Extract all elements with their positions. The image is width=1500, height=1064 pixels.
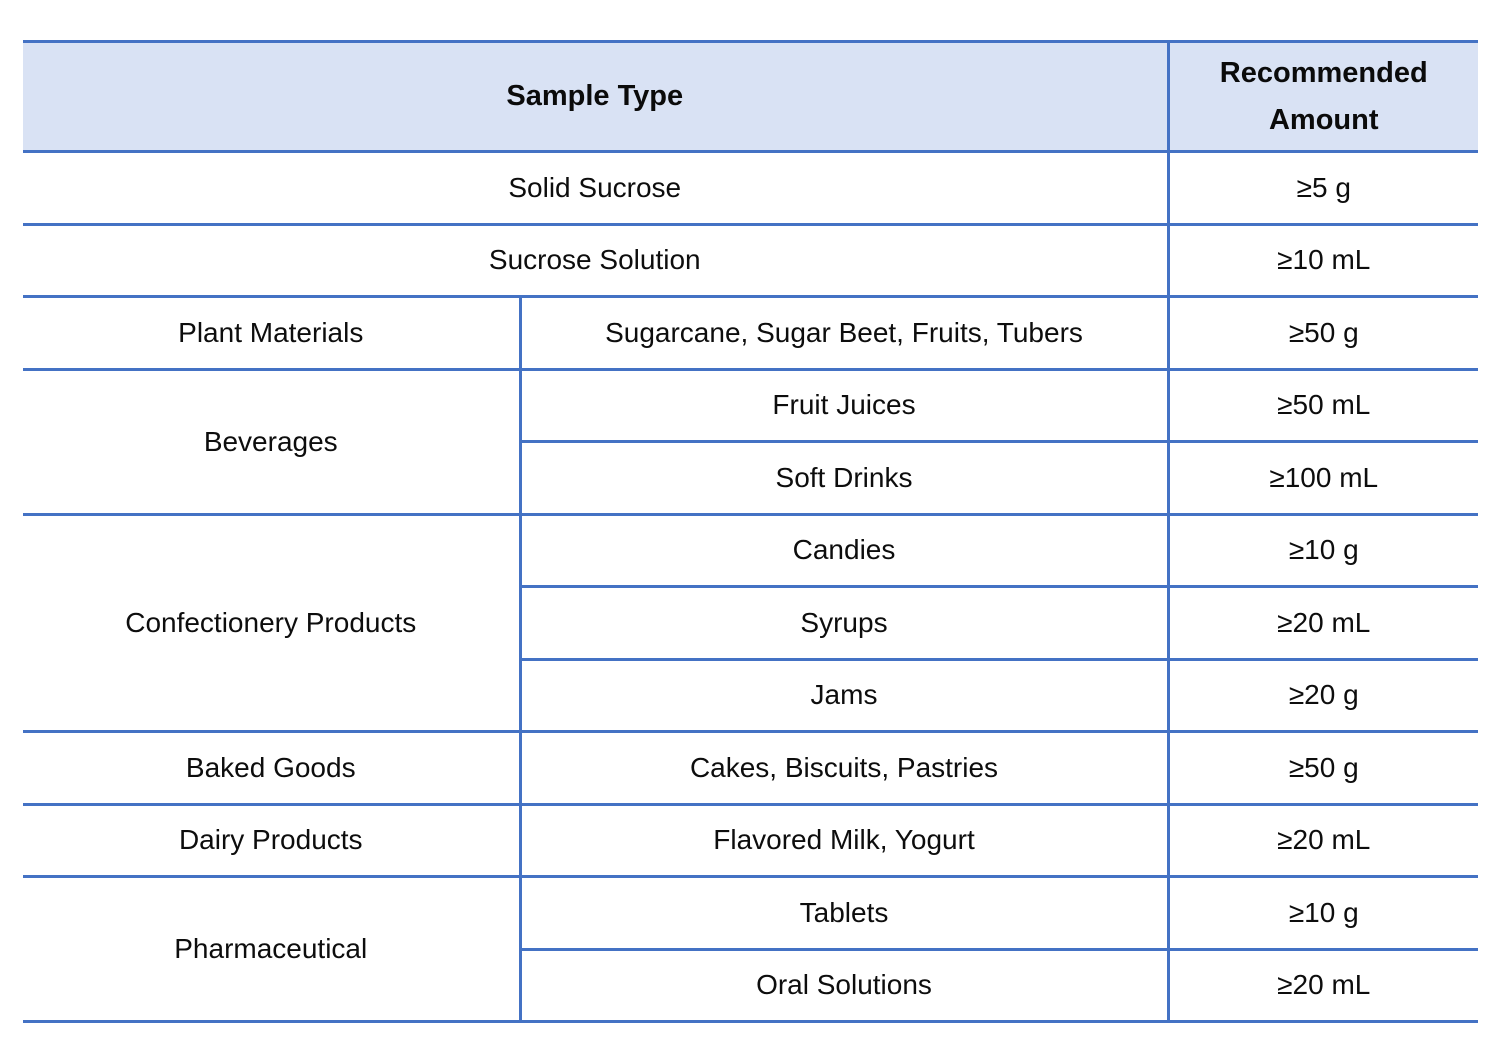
cell-fruit-juices-amount: ≥50 mL	[1166, 367, 1478, 443]
cell-tablets: Tablets	[518, 875, 1170, 951]
table-row: Confectionery Products Candies ≥10 g	[23, 512, 1478, 733]
table-row: Plant Materials Sugarcane, Sugar Beet, F…	[23, 295, 1478, 371]
table-row: Solid Sucrose ≥5 g	[23, 150, 1478, 226]
cell-jams: Jams	[518, 657, 1170, 733]
cell-soft-drinks: Soft Drinks	[518, 440, 1170, 516]
table-row: Baked Goods Cakes, Biscuits, Pastries ≥5…	[23, 730, 1478, 806]
sample-recommendation-table: Sample Type Recommended Amount Solid Suc…	[23, 40, 1478, 1023]
cell-oral-solutions-amount: ≥20 mL	[1166, 947, 1478, 1023]
table-row: Jams ≥20 g	[23, 657, 1478, 733]
cell-syrups-amount: ≥20 mL	[1166, 585, 1478, 661]
table-row: Dairy Products Flavored Milk, Yogurt ≥20…	[23, 802, 1478, 878]
table-header-row: Sample Type Recommended Amount	[23, 40, 1478, 153]
cell-plant-materials-examples: Sugarcane, Sugar Beet, Fruits, Tubers	[518, 295, 1170, 371]
cell-oral-solutions: Oral Solutions	[518, 947, 1170, 1023]
cell-dairy-products: Dairy Products	[23, 802, 522, 878]
cell-solid-sucrose: Solid Sucrose	[23, 150, 1170, 226]
column-header-sample-type: Sample Type	[23, 40, 1170, 153]
table-row: Beverages Fruit Juices ≥50 mL	[23, 367, 1478, 516]
table-row: Sucrose Solution ≥10 mL	[23, 222, 1478, 298]
cell-solid-sucrose-amount: ≥5 g	[1166, 150, 1478, 226]
cell-soft-drinks-amount: ≥100 mL	[1166, 440, 1478, 516]
cell-baked-goods-amount: ≥50 g	[1166, 730, 1478, 806]
cell-plant-materials-amount: ≥50 g	[1166, 295, 1478, 371]
cell-plant-materials: Plant Materials	[23, 295, 522, 371]
table-row: Pharmaceutical Tablets ≥10 g	[23, 875, 1478, 1023]
cell-dairy-products-amount: ≥20 mL	[1166, 802, 1478, 878]
table-row: Oral Solutions ≥20 mL	[23, 947, 1478, 1023]
cell-candies: Candies	[518, 512, 1170, 588]
cell-baked-goods-examples: Cakes, Biscuits, Pastries	[518, 730, 1170, 806]
cell-candies-amount: ≥10 g	[1166, 512, 1478, 588]
cell-confectionery-products: Confectionery Products	[23, 512, 522, 733]
cell-sucrose-solution: Sucrose Solution	[23, 222, 1170, 298]
cell-beverages: Beverages	[23, 367, 522, 516]
cell-jams-amount: ≥20 g	[1166, 657, 1478, 733]
cell-pharmaceutical: Pharmaceutical	[23, 875, 522, 1023]
cell-baked-goods: Baked Goods	[23, 730, 522, 806]
cell-sucrose-solution-amount: ≥10 mL	[1166, 222, 1478, 298]
column-header-recommended-amount: Recommended Amount	[1166, 40, 1478, 153]
table-row: Syrups ≥20 mL	[23, 585, 1478, 661]
cell-fruit-juices: Fruit Juices	[518, 367, 1170, 443]
cell-tablets-amount: ≥10 g	[1166, 875, 1478, 951]
table-row: Soft Drinks ≥100 mL	[23, 440, 1478, 516]
cell-syrups: Syrups	[518, 585, 1170, 661]
cell-dairy-products-examples: Flavored Milk, Yogurt	[518, 802, 1170, 878]
